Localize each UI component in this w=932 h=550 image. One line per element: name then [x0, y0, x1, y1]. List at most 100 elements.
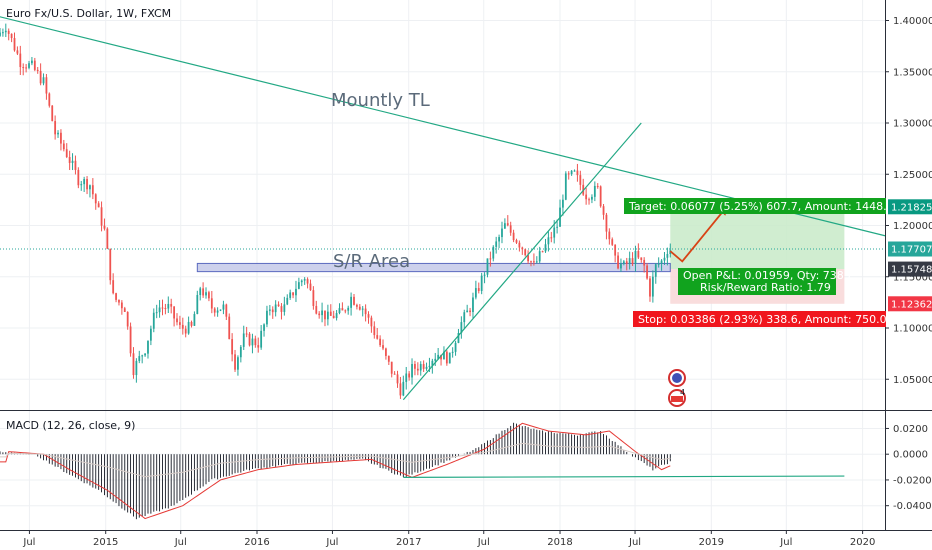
candle-body — [147, 340, 149, 354]
candle-body — [591, 196, 593, 200]
candle-body — [33, 60, 36, 70]
candle-body — [118, 299, 120, 303]
candle-body — [181, 324, 184, 329]
candle-body — [103, 225, 106, 229]
candle-body — [216, 310, 219, 313]
time-tick-label: 2016 — [244, 537, 269, 548]
candle-body — [506, 223, 509, 226]
candle-body — [469, 310, 471, 313]
candle-body — [538, 251, 541, 262]
candle-body — [274, 304, 277, 313]
pnl-label-box — [678, 268, 836, 295]
price-label-text: 1.21825 — [891, 202, 932, 213]
candle-body — [170, 303, 173, 307]
candle-body — [237, 357, 239, 370]
pnl-label[interactable]: Open P&L: 0.01959, Qty: 7383 Risk/Reward… — [678, 268, 851, 295]
candle-body — [373, 326, 376, 336]
candle-body — [202, 288, 205, 296]
candle-body — [367, 314, 370, 318]
candle-body — [94, 194, 97, 204]
candle-body — [501, 228, 503, 238]
candle-body — [19, 53, 22, 68]
rising-trendline — [402, 122, 642, 401]
macd-trendline — [403, 475, 845, 478]
candle-body — [533, 261, 535, 263]
candle-body — [115, 293, 117, 300]
candle-body — [448, 352, 451, 364]
candle-body — [588, 199, 590, 201]
candle-body — [553, 227, 556, 238]
candle-body — [54, 121, 57, 135]
candle-body — [556, 226, 559, 228]
target-label[interactable]: Target: 0.06077 (5.25%) 607.7, Amount: 1… — [624, 198, 887, 214]
candle-body — [86, 179, 88, 190]
candle-body — [187, 321, 190, 334]
candle-body — [31, 60, 33, 64]
candle-body — [0, 32, 1, 36]
candle-body — [576, 170, 579, 176]
candle-body — [39, 70, 42, 84]
rr-label-text: Risk/Reward Ratio: 1.79 — [700, 281, 831, 294]
price-tick-label: 1.10000 — [893, 324, 932, 335]
price-candles[interactable] — [0, 23, 672, 399]
candle-body — [210, 298, 213, 309]
candle-body — [419, 364, 422, 371]
candle-body — [306, 279, 309, 284]
candle-body — [521, 247, 524, 250]
eu-flag-icon-inner — [672, 373, 682, 383]
economic-event-icon[interactable]: 4 — [668, 369, 686, 407]
candle-body — [393, 373, 396, 375]
candle-body — [663, 257, 666, 261]
macd-tick-label: -0.0200 — [893, 475, 932, 486]
candle-body — [106, 228, 109, 249]
candle-body — [300, 280, 303, 283]
chart-title: Euro Fx/U.S. Dollar, 1W, FXCM — [6, 7, 171, 20]
candle-body — [123, 308, 126, 312]
macd-pane[interactable] — [0, 422, 845, 520]
candle-body — [440, 354, 442, 360]
candle-body — [48, 93, 51, 106]
candle-body — [356, 304, 358, 307]
candle-body — [434, 358, 437, 361]
candle-body — [16, 50, 19, 54]
candle-body — [512, 232, 515, 241]
candle-body — [10, 33, 13, 39]
candle-body — [387, 355, 390, 362]
candle-body — [222, 304, 225, 310]
price-label-box — [888, 199, 932, 215]
candle-body — [309, 283, 312, 291]
candle-body — [179, 322, 181, 325]
time-tick-label: 2015 — [93, 537, 118, 548]
candle-body — [593, 185, 596, 197]
candle-body — [480, 275, 483, 291]
candle-body — [242, 333, 245, 347]
candle-body — [402, 381, 405, 396]
stop-label-text: Stop: 0.03386 (2.93%) 338.6, Amount: 750… — [638, 313, 887, 326]
candle-body — [4, 30, 7, 33]
candle-body — [144, 353, 146, 356]
candle-body — [390, 361, 393, 374]
candle-body — [132, 353, 135, 376]
candle-body — [2, 32, 4, 34]
price-label-text: 1.17707 — [891, 245, 932, 256]
candle-body — [149, 328, 152, 341]
candle-body — [245, 333, 248, 335]
candle-body — [254, 338, 257, 346]
candle-body — [321, 310, 323, 316]
candle-body — [431, 360, 434, 366]
candle-body — [585, 194, 588, 200]
time-tick-label: Jul — [22, 537, 35, 548]
candle-body — [625, 261, 628, 264]
candle-body — [286, 297, 289, 305]
candle-body — [176, 318, 178, 323]
candle-body — [562, 199, 564, 208]
candle-body — [414, 364, 416, 369]
candle-body — [518, 242, 521, 248]
candle-body — [451, 351, 454, 353]
candle-body — [666, 254, 669, 258]
stop-label[interactable]: Stop: 0.03386 (2.93%) 338.6, Amount: 750… — [633, 311, 887, 327]
candle-body — [605, 214, 608, 232]
price-tick-label: 1.20000 — [893, 221, 932, 232]
candle-body — [260, 330, 263, 348]
us-flag-stripes — [671, 396, 683, 402]
